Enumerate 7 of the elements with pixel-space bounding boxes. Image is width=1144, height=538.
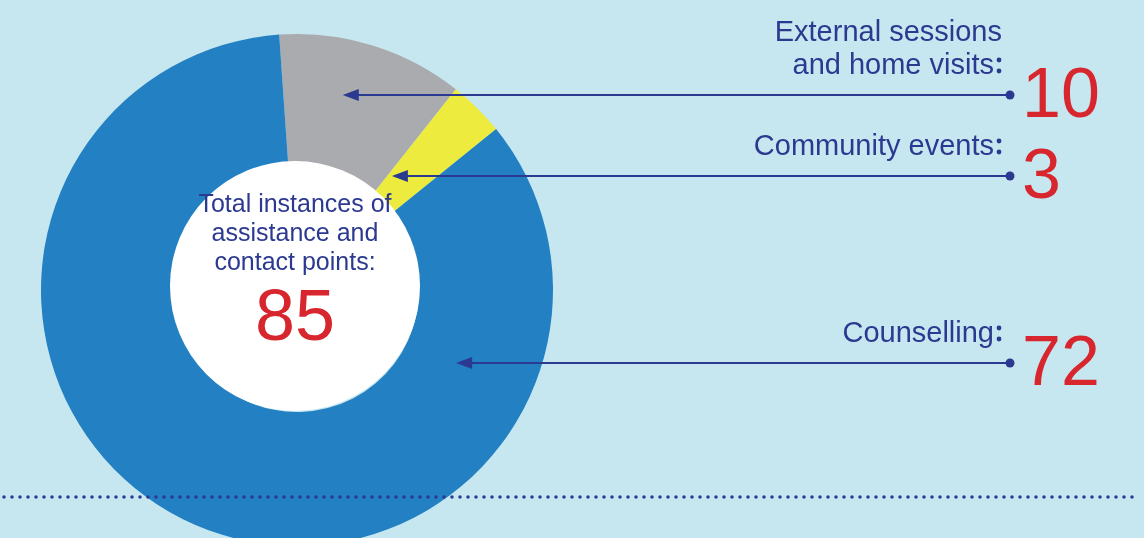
- data-label: 3: [1022, 135, 1061, 213]
- text: 85: [253, 275, 337, 355]
- data-label: 72: [1022, 322, 1100, 400]
- data-label: 10: [1022, 54, 1100, 132]
- slice-label: External sessions and home visits: [773, 15, 1002, 81]
- slice-label: Community events: [752, 129, 995, 162]
- slice-label: Counselling: [841, 316, 995, 349]
